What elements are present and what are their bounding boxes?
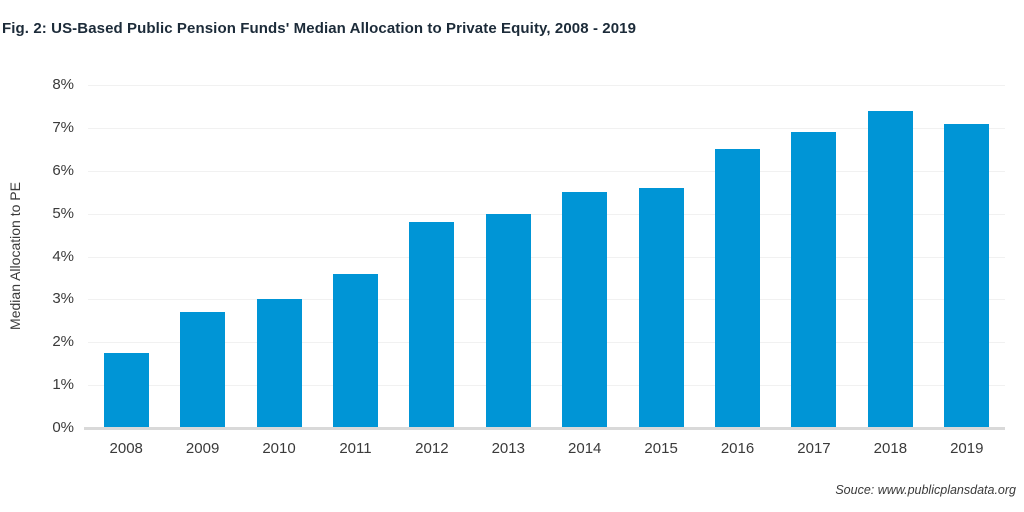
plot-area: 0% 1% 2% 3% 4% 5% 6% 7% 8% 2008 2009 2010 2011 2012 2… xyxy=(52,76,1005,457)
gridline xyxy=(88,85,1005,86)
bar-2015 xyxy=(638,187,684,428)
x-tick-label: 2017 xyxy=(797,440,831,457)
bar-2008 xyxy=(103,352,149,428)
gridline xyxy=(88,299,1005,301)
bar-2012 xyxy=(409,222,455,428)
y-tick-label: 6% xyxy=(52,161,74,179)
x-tick-label: 2008 xyxy=(109,440,143,457)
bar-2013 xyxy=(485,213,531,428)
y-axis-title: Median Allocation to PE xyxy=(7,182,23,330)
x-tick-label: 2010 xyxy=(262,440,296,457)
x-tick-label: 2009 xyxy=(185,440,220,457)
bar-2018 xyxy=(867,110,913,428)
bar-2014 xyxy=(562,192,608,428)
bar-2010 xyxy=(256,299,302,428)
y-tick-label: 8% xyxy=(52,76,74,93)
x-tick-label: 2018 xyxy=(873,440,908,457)
x-tick-label: 2011 xyxy=(339,440,372,457)
y-tick-label: 4% xyxy=(52,247,74,265)
y-tick-label: 5% xyxy=(52,204,74,222)
y-tick-label: 7% xyxy=(52,118,74,136)
bar-2019 xyxy=(944,123,990,428)
x-tick-label: 2014 xyxy=(568,440,602,457)
x-tick-label: 2016 xyxy=(720,440,755,457)
gridline xyxy=(88,127,1005,129)
x-tick-label: 2013 xyxy=(491,440,525,457)
gridline xyxy=(88,385,1005,387)
y-tick-label: 2% xyxy=(52,333,74,351)
gridline xyxy=(88,256,1005,258)
y-tick-label: 3% xyxy=(52,290,74,308)
source-note: Souce: www.publicplansdata.org xyxy=(835,483,1016,497)
bar-2009 xyxy=(180,312,226,428)
y-tick-label: 1% xyxy=(52,376,74,394)
x-tick-label: 2019 xyxy=(950,440,984,457)
x-tick-label: 2015 xyxy=(644,440,678,457)
bar-2016 xyxy=(715,149,761,428)
gridline xyxy=(88,213,1005,215)
y-tick-label: 0% xyxy=(52,419,74,436)
chart-title: Fig. 2: US-Based Public Pension Funds' M… xyxy=(2,20,637,37)
bar-2017 xyxy=(791,132,837,428)
gridline xyxy=(88,342,1005,344)
x-tick-label: 2012 xyxy=(415,440,449,457)
x-axis-line xyxy=(84,427,1005,430)
gridline xyxy=(88,170,1005,172)
bar-2011 xyxy=(332,273,378,428)
